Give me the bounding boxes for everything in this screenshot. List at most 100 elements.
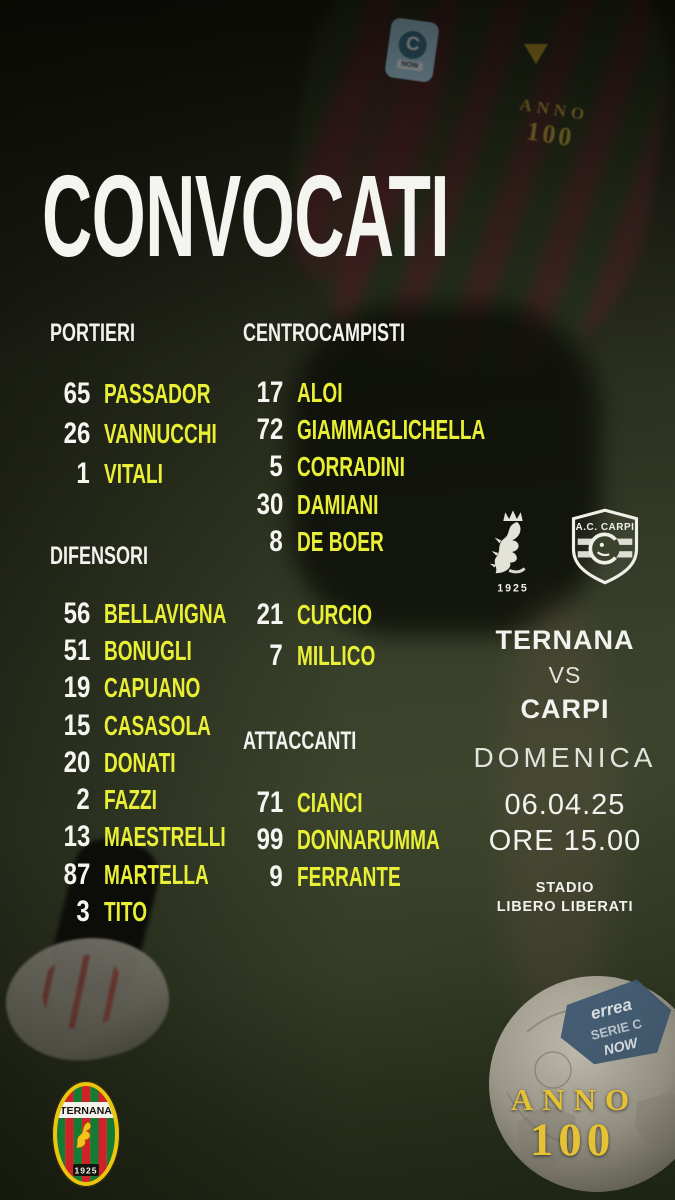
roster-row: 20 DONATI [50,744,284,781]
player-number: 15 [63,708,90,742]
section-attaccanti: ATTACCANTI 71 CIANCI 99 DONNARUMMA 9 FER… [243,726,507,896]
roster-row: 9 FERRANTE [243,859,507,896]
roster-row: 5 CORRADINI [243,449,574,486]
player-number: 20 [63,745,90,779]
player-name: CURCIO [297,598,373,630]
player-name: BELLAVIGNA [104,597,227,629]
roster-row: 1 VITALI [50,454,270,494]
roster-row: 2 FAZZI [50,781,284,818]
roster-row: 13 MAESTRELLI [50,819,284,856]
roster-row: 26 VANNUCCHI [50,414,270,454]
section-portieri: PORTIERI 65 PASSADOR 26 VANNUCCHI 1 VITA… [50,318,270,494]
section-difensori: DIFENSORI 56 BELLAVIGNA 51 BONUGLI 19 CA… [50,541,284,931]
roster-row: 8 DE BOER [243,523,574,560]
roster-list: 65 PASSADOR 26 VANNUCCHI 1 VITALI [50,374,270,494]
player-number: 7 [269,638,283,672]
player-name: FERRANTE [297,861,401,893]
roster-row: 71 CIANCI [243,784,507,821]
section-header: DIFENSORI [50,542,149,570]
roster-row: 3 TITO [50,893,284,930]
match-day: DOMENICA [473,742,657,773]
badge-club-name: TERNANA [60,1105,112,1117]
roster-row: 30 DAMIANI [243,486,574,523]
section-centrocampisti: CENTROCAMPISTI 17 ALOI 72 GIAMMAGLICHELL… [243,318,574,560]
player-number: 71 [256,785,283,819]
roster-row: 19 CAPUANO [50,670,284,707]
player-name: TITO [104,896,148,928]
anno-100-logo: ANNO 100 [460,1082,675,1163]
roster-row: 56 BELLAVIGNA [50,595,284,632]
player-number: 21 [256,597,283,631]
anno-100-line1: ANNO [510,1082,639,1117]
player-number: 13 [63,820,90,854]
player-name: VANNUCCHI [104,418,217,449]
player-number: 87 [63,857,90,891]
player-name: CIANCI [297,786,363,818]
player-number: 8 [269,524,283,558]
roster-row: 72 GIAMMAGLICHELLA [243,411,574,448]
carpi-crest-icon: A.C. CARPI [571,508,639,585]
roster-row: 87 MARTELLA [50,856,284,893]
match-time: ORE 15.00 [488,825,642,857]
roster-row: 7 MILLICO [243,635,412,676]
player-number: 19 [63,671,90,705]
player-number: 65 [63,377,90,410]
section-header: CENTROCAMPISTI [243,319,405,347]
player-name: DAMIANI [297,488,379,520]
ternana-crest-year: 1925 [497,583,528,595]
vs-label: VS [548,662,582,688]
carpi-crest-label: A.C. CARPI [576,522,635,533]
player-name: PASSADOR [104,378,211,409]
player-name: MARTELLA [104,858,209,890]
club-crests: 1925 A.C. CARPI [455,505,675,599]
player-number: 30 [256,487,283,521]
home-team: TERNANA [495,625,635,655]
player-number: 72 [256,412,283,446]
player-number: 2 [76,783,90,817]
player-name: CASASOLA [104,709,211,741]
player-name: DE BOER [297,525,384,557]
roster-row: 15 CASASOLA [50,707,284,744]
player-number: 17 [256,375,283,409]
player-number: 5 [269,450,283,484]
roster-row: 17 ALOI [243,374,574,411]
roster-row: 65 PASSADOR [50,374,270,414]
player-name: CAPUANO [104,672,201,704]
roster-list: 71 CIANCI 99 DONNARUMMA 9 FERRANTE [243,784,507,896]
ternana-crest-icon: 1925 [489,510,528,595]
match-date: 06.04.25 [504,789,626,821]
roster-row: 51 BONUGLI [50,632,284,669]
player-number: 1 [76,457,90,490]
player-name: DONNARUMMA [297,823,440,855]
anno-100-line2: 100 [529,1114,616,1166]
section-header: PORTIERI [50,319,136,347]
venue: STADIO LIBERO LIBERATI [455,879,675,917]
roster-row: 99 DONNARUMMA [243,821,507,858]
section-header: ATTACCANTI [243,727,357,755]
badge-year: 1925 [75,1166,98,1176]
player-name: VITALI [104,458,163,489]
section-centrocampisti-continued: 21 CURCIO 7 MILLICO [243,594,412,676]
poster-title: CONVOCATI [42,151,450,281]
player-name: FAZZI [104,784,157,816]
player-number: 9 [269,860,283,894]
player-number: 51 [63,633,90,667]
ternana-oval-badge: TERNANA 1925 [52,1081,120,1187]
player-name: GIAMMAGLICHELLA [297,413,486,445]
player-number: 56 [63,596,90,630]
venue-line1: STADIO [535,880,595,896]
player-name: DONATI [104,746,176,778]
player-number: 99 [256,822,283,856]
player-name: CORRADINI [297,451,405,483]
roster-list: 56 BELLAVIGNA 51 BONUGLI 19 CAPUANO 15 C… [50,595,284,931]
roster-list: 21 CURCIO 7 MILLICO [243,594,412,676]
roster-row: 21 CURCIO [243,594,412,635]
match-info-panel: 1925 A.C. CARPI TERNANA VS CARPI DOMENIC… [455,505,675,917]
away-team: CARPI [520,694,610,724]
roster-list: 17 ALOI 72 GIAMMAGLICHELLA 5 CORRADINI 3… [243,374,574,560]
player-name: MAESTRELLI [104,821,226,853]
player-name: ALOI [297,376,343,408]
